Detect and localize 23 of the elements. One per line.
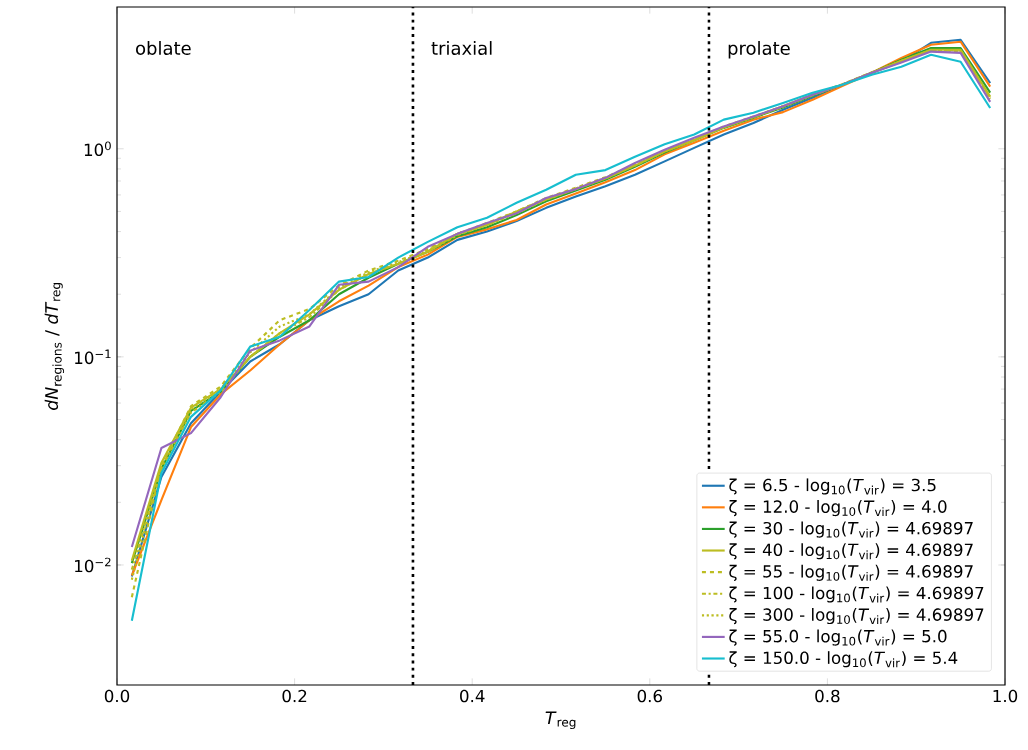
annotation: prolate <box>728 41 790 59</box>
legend-label: ζ = 40 - log$_{10}$(T$_{vir}$) = 4.69897 <box>729 543 973 560</box>
legend-label: ζ = 100 - log$_{10}$(T$_{vir}$) = 4.69897 <box>729 586 984 603</box>
x-axis-title: T$_{reg}$ <box>545 711 576 730</box>
y-axis-title: dN$_{regions}$ / dT$_{reg}$ <box>44 283 65 410</box>
legend-label: ζ = 150.0 - log$_{10}$(T$_{vir}$) = 5.4 <box>729 651 958 668</box>
x-tick-label: 0.6 <box>637 689 663 703</box>
y-tick-label: 10$^{−2}$ <box>75 557 111 573</box>
x-tick-label: 0.8 <box>815 689 840 703</box>
legend-label: ζ = 30 - log$_{10}$(T$_{vir}$) = 4.69897 <box>729 521 973 538</box>
annotation: oblate <box>136 41 191 55</box>
legend-label: ζ = 6.5 - log$_{10}$(T$_{vir}$) = 3.5 <box>729 478 936 495</box>
legend-label: ζ = 300 - log$_{10}$(T$_{vir}$) = 4.69897 <box>729 607 984 625</box>
annotation: triaxial <box>431 41 492 55</box>
legend-label: ζ = 12.0 - log$_{10}$(T$_{vir}$) = 4.0 <box>729 500 947 517</box>
x-tick-label: 0.4 <box>460 689 485 703</box>
x-tick-label: 0.2 <box>282 689 307 703</box>
y-tick-label: 10$^{0}$ <box>84 141 111 157</box>
x-tick-label: 1.0 <box>993 689 1018 703</box>
y-tick-label: 10$^{−1}$ <box>75 349 111 365</box>
x-tick-label: 0.0 <box>104 689 130 703</box>
legend-label: ζ = 55.0 - log$_{10}$(T$_{vir}$) = 5.0 <box>729 629 947 646</box>
legend-label: ζ = 55 - log$_{10}$(T$_{vir}$) = 4.69897 <box>729 564 973 581</box>
